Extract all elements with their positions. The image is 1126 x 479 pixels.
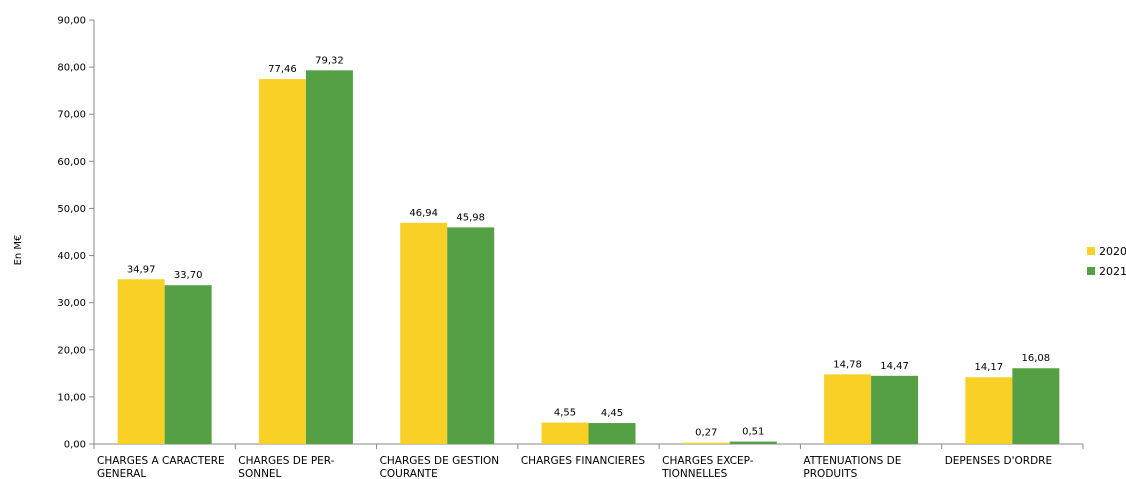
bar-2021-4 [729,441,777,444]
x-tick-label: ATTENUATIONS DE PRODUITS [803,455,901,479]
bar-2021-1 [305,70,353,444]
bar-2020-2 [400,222,448,444]
bar-2020-3 [541,422,589,444]
x-tick-label: DEPENSES D'ORDRE [945,455,1052,467]
x-tick-label: CHARGES A CARACTERE GENERAL [97,455,225,479]
y-axis-title: En M€ [13,235,24,266]
x-tick-label: CHARGES DE PER-SONNEL [238,455,334,479]
data-label: 34,97 [127,264,156,275]
data-label: 4,45 [601,408,623,419]
data-label: 77,46 [268,64,297,75]
data-label: 0,27 [695,428,717,439]
data-label: 14,47 [880,361,909,372]
legend-swatch-2021 [1087,267,1095,275]
chart-axes: 0,00 10,00 20,00 30,00 40,00 50,00 60,00 70,00 8… [13,16,1084,479]
y-tick-label: 20,00 [57,345,86,356]
data-label: 14,17 [975,362,1004,373]
bar-2021-5 [871,375,919,444]
data-label: 4,55 [554,408,576,419]
x-tick-label: CHARGES EXCEP-TIONNELLES [661,455,754,479]
data-label: 14,78 [833,359,862,370]
data-label: 0,51 [742,427,764,438]
bar-2021-0 [164,285,212,444]
chart-bars: 34,97 33,70 77,46 79,32 46,94 45,98 4,55 4,45 0,… [117,55,1060,444]
data-label: 79,32 [315,55,344,66]
y-tick-label: 90,00 [57,16,86,27]
bar-2021-2 [447,227,495,444]
y-tick-label: 40,00 [57,251,86,262]
y-tick-label: 0,00 [64,440,86,451]
x-tick-label: CHARGES DE GESTION COURANTE [380,455,500,479]
y-tick-label: 80,00 [57,63,86,74]
data-label: 33,70 [174,270,203,281]
bar-2021-6 [1012,368,1060,444]
y-tick-label: 10,00 [57,392,86,403]
chart-legend: 2020 2021 [1087,245,1126,278]
data-label: 16,08 [1022,353,1051,364]
bar-2020-0 [117,279,165,444]
x-tick-label: CHARGES FINANCIERES [521,455,645,467]
y-tick-label: 30,00 [57,298,86,309]
legend-label-2021: 2021 [1099,265,1126,278]
legend-swatch-2020 [1087,247,1095,255]
y-tick-label: 70,00 [57,110,86,121]
bar-2021-3 [588,423,636,444]
y-tick-label: 60,00 [57,157,86,168]
bar-2020-4 [682,442,730,444]
bar-2020-5 [824,374,872,444]
legend-label-2020: 2020 [1099,245,1126,258]
bar-2020-1 [258,79,306,444]
y-tick-label: 50,00 [57,204,86,215]
bar-2020-6 [965,377,1013,444]
data-label: 46,94 [409,208,438,219]
data-label: 45,98 [456,212,485,223]
